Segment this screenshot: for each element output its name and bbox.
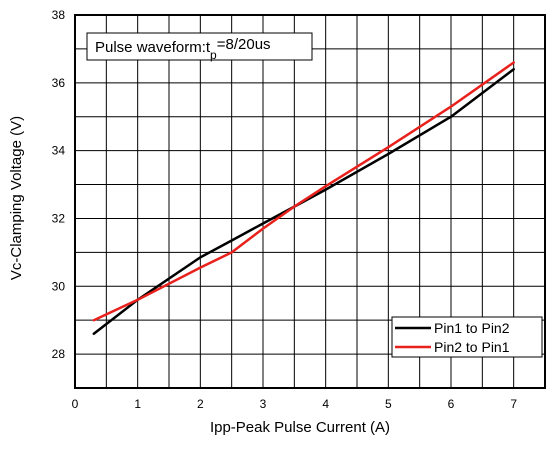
series-line-pin1-to-pin2 [92,68,515,335]
plot-frame [74,14,546,389]
waveform-annotation: Pulse waveform:tp=8/20us [86,32,313,62]
series-line-pin2-to-pin1 [92,61,515,322]
annotation-text: Pulse waveform:tp=8/20us [95,36,271,62]
y-tick-label: 32 [52,211,66,225]
legend-box [391,316,543,358]
series-layer [92,61,515,335]
annotation-subscript: p [210,48,217,62]
x-tick-label: 1 [134,397,141,411]
x-tick-label: 7 [510,397,517,411]
y-tick-label: 30 [52,279,66,293]
annotation-prefix: Pulse waveform:t [95,39,211,56]
x-tick-label: 3 [260,397,267,411]
y-tick-label: 36 [52,76,66,90]
legend: Pin1 to Pin2 Pin2 to Pin1 [391,316,543,358]
y-axis-label: Vc-Clamping Voltage (V) [8,116,25,280]
legend-label-pin1-to-pin2: Pin1 to Pin2 [434,320,510,336]
x-tick-label: 2 [197,397,204,411]
y-tick-label: 28 [52,347,66,361]
y-tick-label: 34 [52,144,66,158]
annotation-box [86,32,313,61]
x-axis-label: Ipp-Peak Pulse Current (A) [210,419,390,436]
annotation-suffix: =8/20us [217,36,271,53]
x-tick-label: 4 [322,397,329,411]
x-tick-label: 0 [72,397,79,411]
y-tick-label: 38 [52,8,66,22]
x-tick-label: 6 [448,397,455,411]
x-tick-label: 5 [385,397,392,411]
legend-label-pin2-to-pin1: Pin2 to Pin1 [434,339,510,355]
